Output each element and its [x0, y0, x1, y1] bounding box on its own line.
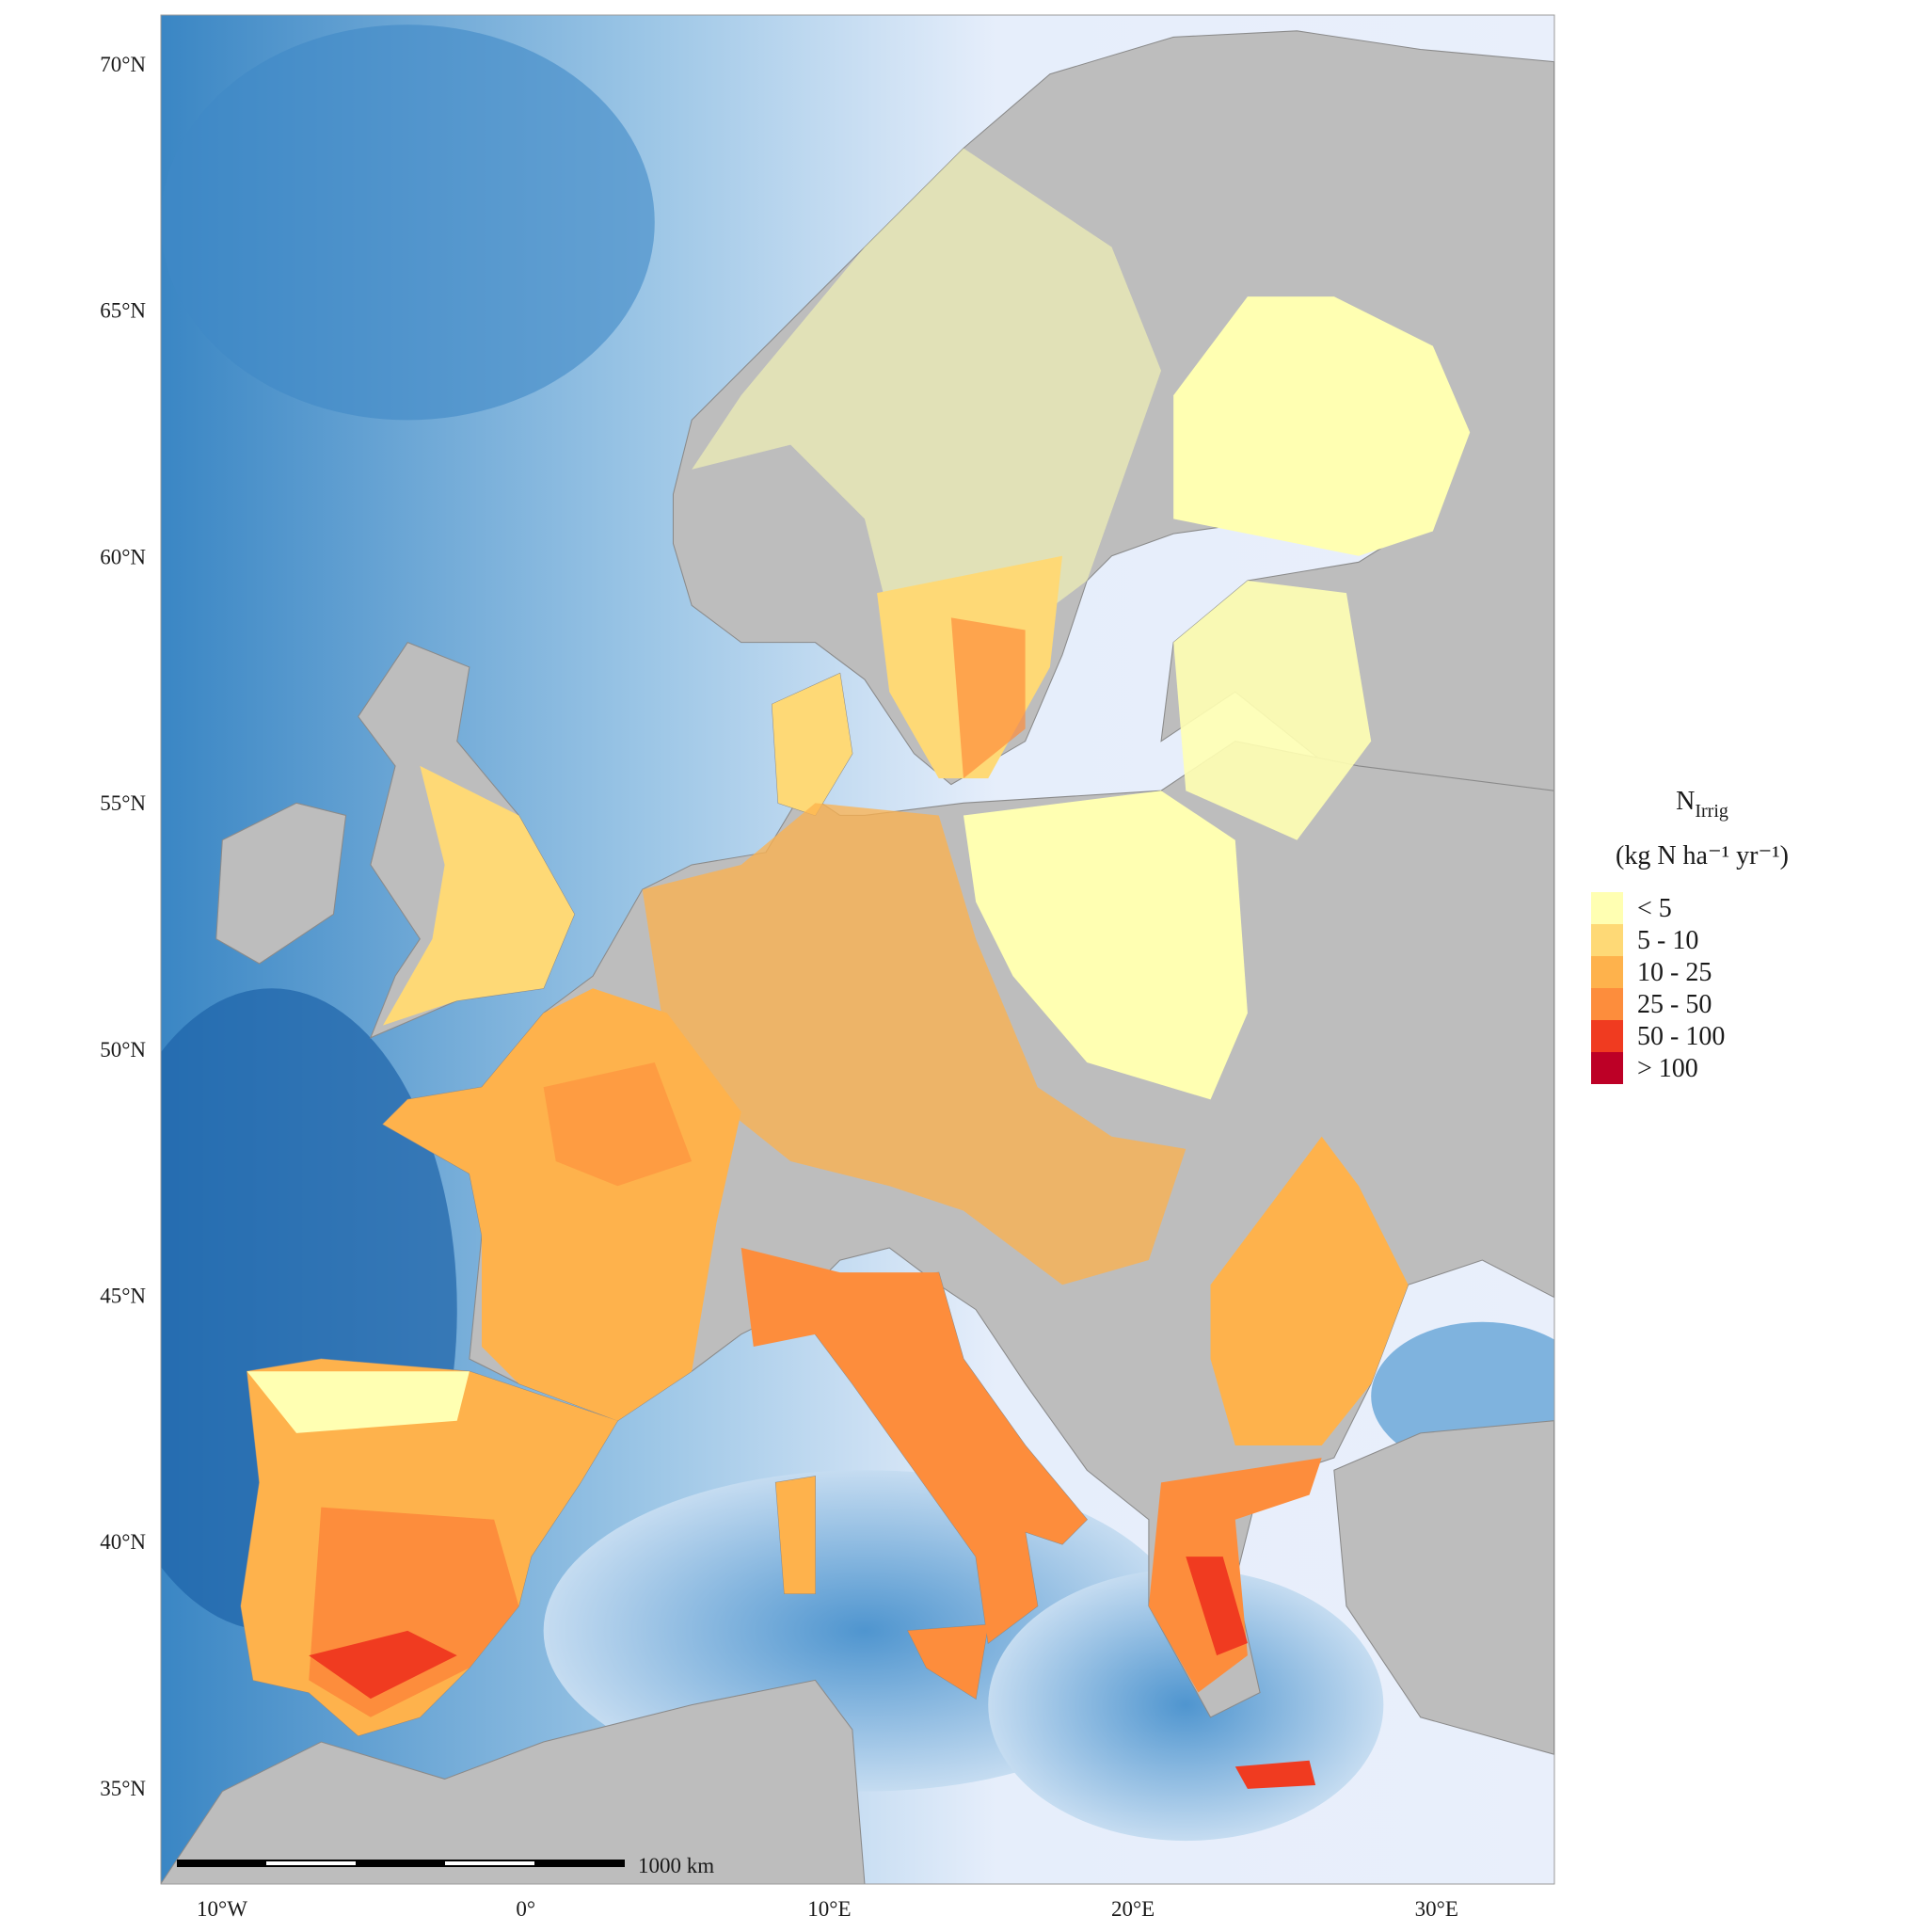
lon-label: 0°: [516, 1897, 535, 1921]
lat-labels: 70°N 65°N 60°N 55°N 50°N 45°N 40°N 35°N: [100, 53, 146, 1800]
legend-swatch: [1591, 924, 1623, 956]
lat-label: 45°N: [100, 1285, 146, 1308]
lat-label: 70°N: [100, 53, 146, 76]
legend-swatch: [1591, 1020, 1623, 1052]
legend-label: 25 - 50: [1637, 990, 1712, 1019]
lat-label: 35°N: [100, 1777, 146, 1800]
legend-swatch: [1591, 988, 1623, 1020]
lon-label: 10°W: [197, 1897, 247, 1921]
lon-label: 20°E: [1111, 1897, 1155, 1921]
legend-title-main: N: [1676, 787, 1695, 816]
lon-label: 10°E: [807, 1897, 851, 1921]
legend: NIrrig (kg N ha⁻¹ yr⁻¹) < 5 5 - 10 10 - 25…: [1591, 787, 1789, 1084]
legend-label: 50 - 100: [1637, 1022, 1725, 1051]
lon-label: 30°E: [1415, 1897, 1458, 1921]
lat-label: 40°N: [100, 1530, 146, 1554]
scale-bar-label: 1000 km: [638, 1854, 714, 1877]
map-frame: [160, 14, 1555, 1885]
lat-label: 60°N: [100, 545, 146, 568]
lat-label: 55°N: [100, 791, 146, 815]
legend-items: < 5 5 - 10 10 - 25 25 - 50 50 - 100 > 100: [1591, 892, 1725, 1084]
lon-labels: 10°W 0° 10°E 20°E 30°E: [197, 1897, 1458, 1921]
legend-label: < 5: [1637, 894, 1672, 923]
legend-swatch: [1591, 1052, 1623, 1084]
legend-title-sub: Irrig: [1695, 801, 1728, 822]
legend-label: 5 - 10: [1637, 926, 1698, 955]
scale-bar: 1000 km: [177, 1854, 714, 1877]
lat-label: 50°N: [100, 1038, 146, 1062]
map-area: [160, 14, 1554, 1885]
legend-label: > 100: [1637, 1054, 1698, 1083]
lat-label: 65°N: [100, 299, 146, 323]
legend-title: NIrrig: [1676, 787, 1728, 822]
legend-label: 10 - 25: [1637, 958, 1712, 987]
legend-swatch: [1591, 892, 1623, 924]
legend-unit: (kg N ha⁻¹ yr⁻¹): [1616, 841, 1789, 870]
legend-swatch: [1591, 956, 1623, 988]
